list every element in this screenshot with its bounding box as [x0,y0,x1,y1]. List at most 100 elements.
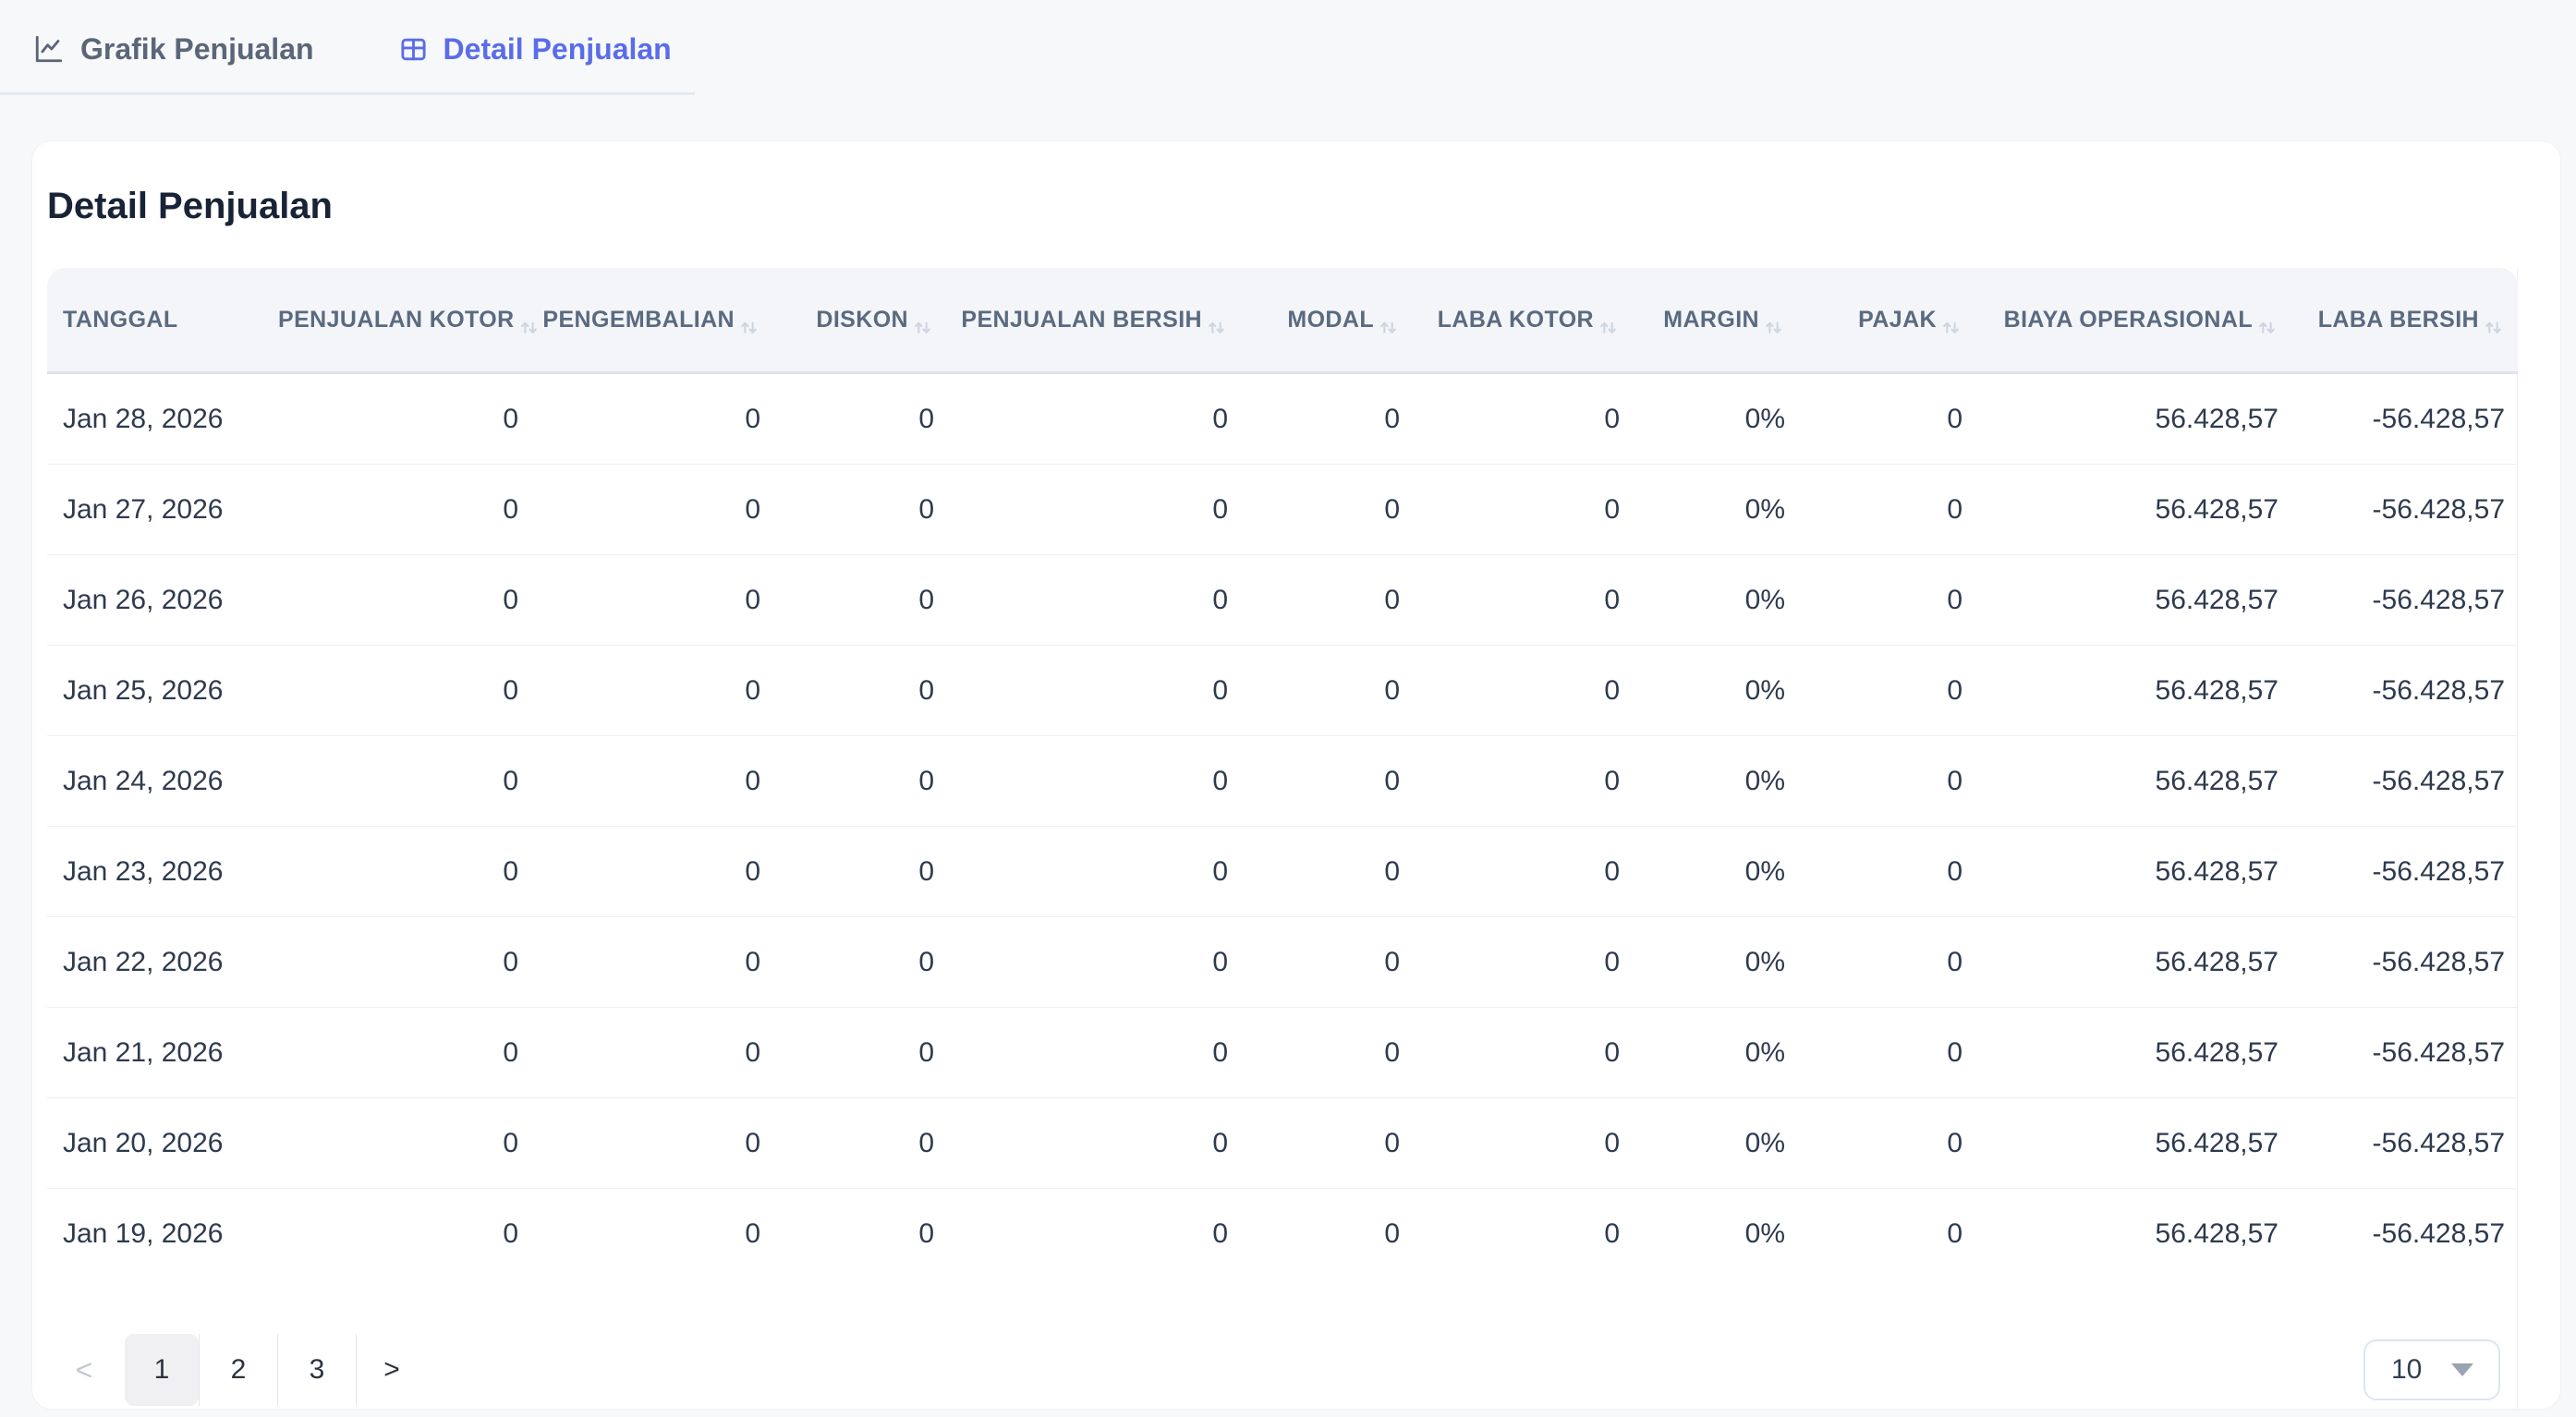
page-size-select[interactable]: 10 [2363,1339,2500,1400]
cell-penjualan_kotor: 0 [278,464,531,555]
next-page-button[interactable]: > [357,1334,427,1406]
cell-laba_kotor: 0 [1413,554,1633,646]
cell-pajak: 0 [1798,1007,1975,1098]
cell-laba_kotor: 0 [1413,645,1633,736]
cell-laba_bersih: -56.428,57 [2291,645,2518,736]
cell-margin: 0% [1744,1217,1785,1249]
cell-modal: 0 [1384,1217,1400,1249]
pager-divider [277,1334,278,1406]
cell-penjualan_bersih: 0 [1212,1217,1228,1249]
cell-tanggal: Jan 23, 2026 [47,826,278,917]
column-label: PAJAK [1858,306,1937,333]
cell-laba_kotor: 0 [1413,464,1633,555]
cell-laba_bersih: -56.428,57 [2291,464,2518,555]
cell-pengembalian: 0 [531,464,773,555]
cell-margin: 0% [1633,916,1798,1008]
cell-penjualan_bersih: 0 [947,826,1241,917]
table-row: Jan 22, 2026 0 0 0 0 0 0 0% 0 56.428,57 -56.428,57 [47,916,2518,1008]
column-header-penjualan_bersih[interactable]: PENJUALAN BERSIH [947,268,1241,374]
prev-page-button[interactable]: < [55,1352,114,1388]
cell-diskon: 0 [773,645,947,736]
cell-pengembalian: 0 [531,735,773,827]
sort-icon [2485,321,2501,333]
detail-penjualan-card: Detail Penjualan TANGGAL PENJUALAN KOTOR P… [31,140,2561,1411]
table-row: Jan 21, 2026 0 0 0 0 0 0 0% 0 56.428,57 -56.428,57 [47,1007,2518,1098]
cell-penjualan_bersih: 0 [947,1097,1241,1189]
cell-pajak: 0 [1798,372,1975,465]
cell-diskon: 0 [773,1097,947,1189]
table-row: Jan 26, 2026 0 0 0 0 0 0 0% 0 56.428,57 -56.428,57 [47,554,2518,646]
cell-pajak: 0 [1798,1097,1975,1189]
page-3-button[interactable]: 3 [278,1334,356,1406]
tab-label: Detail Penjualan [443,31,672,66]
page-1-button[interactable]: 1 [125,1334,199,1406]
cell-pengembalian: 0 [531,826,773,917]
table-row: Jan 25, 2026 0 0 0 0 0 0 0% 0 56.428,57 -56.428,57 [47,645,2518,736]
cell-diskon: 0 [773,372,947,465]
column-header-laba_bersih[interactable]: LABA BERSIH [2291,268,2518,374]
cell-diskon: 0 [773,735,947,827]
cell-diskon: 0 [773,916,947,1008]
table-row: Jan 28, 2026 0 0 0 0 0 0 0% 0 56.428,57 -56.428,57 [47,372,2518,465]
column-label: PENJUALAN KOTOR [278,306,515,333]
cell-diskon: 0 [773,464,947,555]
column-label: PENJUALAN BERSIH [961,306,1202,333]
column-header-pajak[interactable]: PAJAK [1798,268,1975,374]
table-row: Jan 27, 2026 0 0 0 0 0 0 0% 0 56.428,57 -56.428,57 [47,464,2518,555]
page-button-group: 1 2 3 > [125,1334,427,1406]
tab-detail-penjualan[interactable]: Detail Penjualan [399,32,672,67]
sort-icon [1766,321,1781,333]
cell-penjualan_kotor: 0 [278,554,531,646]
cell-laba_bersih: -56.428,57 [2291,1097,2518,1189]
column-header-diskon[interactable]: DISKON [773,268,947,374]
pagination: < 1 2 3 > 10 [47,1334,2517,1406]
cell-modal: 0 [1241,826,1413,917]
column-label: PENGEMBALIAN [542,306,735,333]
table-row: Jan 23, 2026 0 0 0 0 0 0 0% 0 56.428,57 -56.428,57 [47,826,2518,917]
cell-laba_bersih: -56.428,57 [2291,916,2518,1008]
cell-laba_kotor: 0 [1413,1097,1633,1189]
table-container: TANGGAL PENJUALAN KOTOR PENGEMBALIAN DISKON… [47,268,2518,1411]
column-header-pengembalian[interactable]: PENGEMBALIAN [531,268,773,374]
table-row: Jan 19, 2026 0 0 0 0 0 0 0% 0 56.428,57 -56.428,57 [47,1189,2518,1279]
chart-line-icon [35,35,63,63]
cell-pajak: 0 [1798,554,1975,646]
cell-laba_bersih: -56.428,57 [2291,735,2518,827]
cell-biaya_operasional: 56.428,57 [1975,645,2291,736]
cell-penjualan_kotor: 0 [278,916,531,1008]
cell-biaya_operasional: 56.428,57 [1975,826,2291,917]
column-label: DISKON [816,306,908,333]
column-header-modal[interactable]: MODAL [1241,268,1413,374]
column-header-laba_kotor[interactable]: LABA KOTOR [1413,268,1633,374]
cell-modal: 0 [1241,916,1413,1008]
column-header-biaya_operasional[interactable]: BIAYA OPERASIONAL [1975,268,2291,374]
column-label: MARGIN [1663,306,1759,333]
cell-tanggal: Jan 19, 2026 [63,1217,224,1249]
page-2-button[interactable]: 2 [200,1334,277,1406]
cell-penjualan_kotor: 0 [278,735,531,827]
cell-pengembalian: 0 [745,1217,760,1249]
cell-tanggal: Jan 26, 2026 [47,554,278,646]
sort-icon [520,321,537,333]
cell-laba_kotor: 0 [1413,735,1633,827]
page-title: Detail Penjualan [47,186,333,226]
cell-laba_bersih: -56.428,57 [2291,554,2518,646]
cell-biaya_operasional: 56.428,57 [2155,1217,2278,1249]
sort-icon [1209,321,1224,333]
cell-laba_bersih: -56.428,57 [2372,1217,2505,1249]
tab-grafik-penjualan[interactable]: Grafik Penjualan [33,32,314,67]
cell-laba_kotor: 0 [1413,826,1633,917]
cell-tanggal: Jan 22, 2026 [47,916,278,1008]
cell-pajak: 0 [1798,735,1975,827]
cell-margin: 0% [1633,1097,1798,1189]
cell-margin: 0% [1633,645,1798,736]
column-header-penjualan_kotor[interactable]: PENJUALAN KOTOR [278,268,537,374]
column-label: BIAYA OPERASIONAL [2003,306,2253,333]
table-row: Jan 20, 2026 0 0 0 0 0 0 0% 0 56.428,57 -56.428,57 [47,1097,2518,1189]
cell-laba_bersih: -56.428,57 [2291,372,2518,465]
column-header-margin[interactable]: MARGIN [1633,268,1798,374]
table-row: Jan 24, 2026 0 0 0 0 0 0 0% 0 56.428,57 -56.428,57 [47,735,2518,827]
cell-pajak: 0 [1798,826,1975,917]
cell-pengembalian: 0 [531,645,773,736]
